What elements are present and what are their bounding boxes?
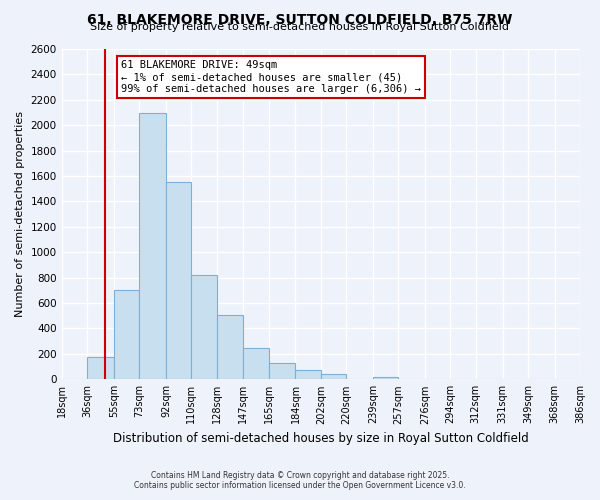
- Bar: [244, 348, 269, 380]
- Y-axis label: Number of semi-detached properties: Number of semi-detached properties: [15, 111, 25, 317]
- Bar: [295, 370, 321, 380]
- X-axis label: Distribution of semi-detached houses by size in Royal Sutton Coldfield: Distribution of semi-detached houses by …: [113, 432, 529, 445]
- Text: 61 BLAKEMORE DRIVE: 49sqm
← 1% of semi-detached houses are smaller (45)
99% of s: 61 BLAKEMORE DRIVE: 49sqm ← 1% of semi-d…: [121, 60, 421, 94]
- Bar: [166, 182, 191, 380]
- Bar: [217, 314, 244, 380]
- Text: Size of property relative to semi-detached houses in Royal Sutton Coldfield: Size of property relative to semi-detach…: [91, 22, 509, 32]
- Text: Contains HM Land Registry data © Crown copyright and database right 2025.
Contai: Contains HM Land Registry data © Crown c…: [134, 470, 466, 490]
- Text: 61, BLAKEMORE DRIVE, SUTTON COLDFIELD, B75 7RW: 61, BLAKEMORE DRIVE, SUTTON COLDFIELD, B…: [88, 12, 512, 26]
- Bar: [114, 290, 139, 380]
- Bar: [373, 377, 398, 380]
- Bar: [191, 275, 217, 380]
- Bar: [321, 374, 346, 380]
- Bar: [269, 363, 295, 380]
- Bar: [139, 112, 166, 380]
- Bar: [87, 357, 114, 380]
